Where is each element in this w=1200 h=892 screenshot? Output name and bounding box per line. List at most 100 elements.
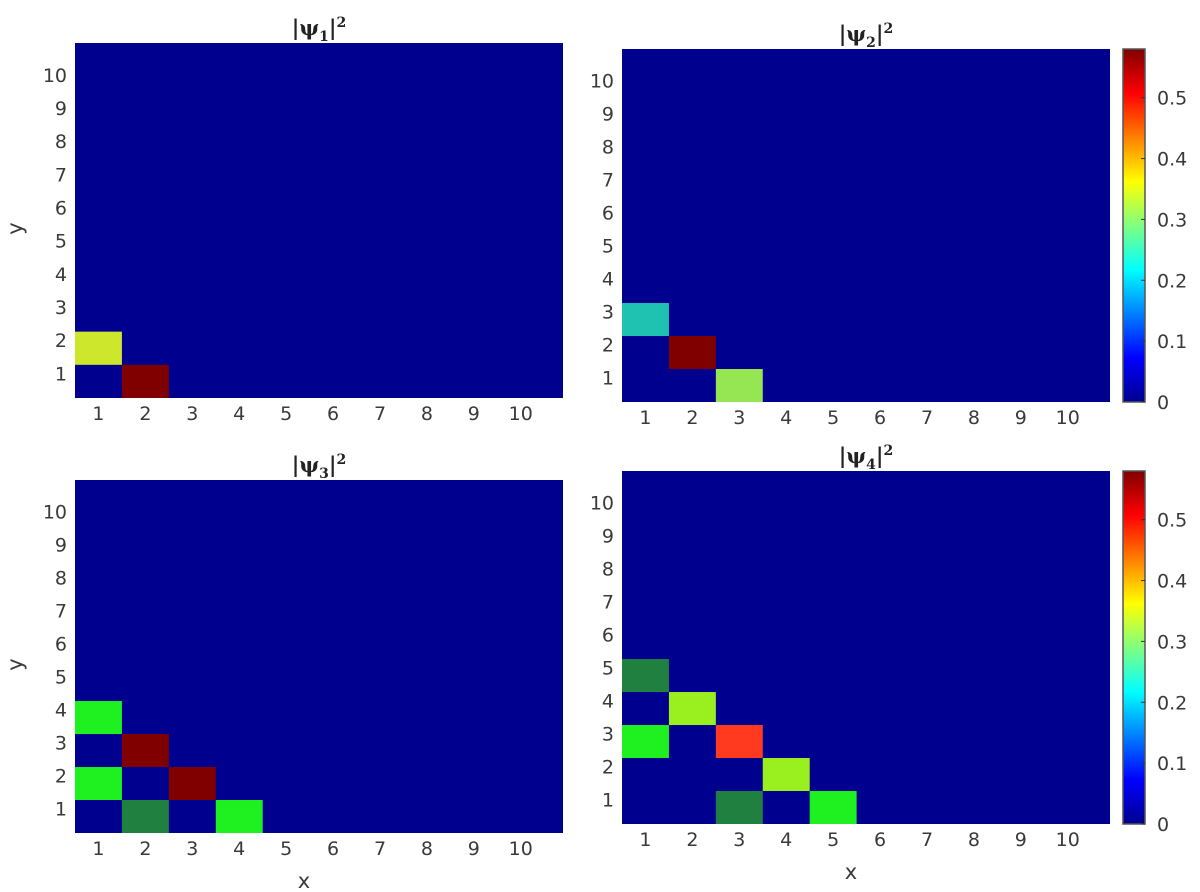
colorbar-tick-label: 0.1 [1157,753,1187,775]
colorbar-gradient [1122,470,1146,825]
x-tick-label: 7 [374,838,386,860]
x-tick-label: 2 [139,403,151,425]
panel-title: |ψ2|2 [839,21,894,51]
y-tick-label: 8 [55,131,67,153]
y-tick-label: 7 [602,170,614,192]
colorbar-tick-label: 0.2 [1157,270,1187,292]
x-tick-label: 1 [92,838,104,860]
x-axis-label: x [845,860,857,884]
colorbar-tick-label: 0.5 [1157,510,1187,532]
y-tick-label: 9 [55,535,67,557]
y-axis-label: y [3,658,27,670]
y-tick-label: 4 [55,700,67,722]
x-axis-label: x [298,869,310,892]
x-tick-label: 9 [468,403,480,425]
y-tick-label: 1 [55,363,67,385]
y-tick-label: 5 [55,667,67,689]
y-tick-label: 8 [602,137,614,159]
x-tick-label: 5 [280,838,292,860]
heatmap-cell [121,734,169,768]
heatmap-cell [75,701,122,735]
y-tick-label: 1 [602,368,614,390]
x-tick-label: 10 [1056,829,1080,851]
y-tick-label: 1 [55,799,67,821]
y-tick-label: 5 [55,231,67,253]
colorbar-gradient [1122,48,1146,403]
x-tick-label: 10 [509,838,533,860]
heatmap-cell [668,336,716,370]
heatmap-cell [215,800,263,833]
heatmap-cell [121,364,169,398]
heatmap-cell [715,725,763,759]
x-tick-label: 4 [780,407,792,429]
y-tick-label: 5 [602,236,614,258]
heatmap-cell [622,659,669,693]
heatmap-cell [668,692,716,726]
x-tick-label: 7 [921,407,933,429]
heatmap-cell [121,800,169,833]
y-tick-label: 10 [590,493,614,515]
y-axis-label: y [3,222,27,234]
x-tick-label: 8 [421,838,433,860]
heatmap-cell [622,303,669,337]
heatmap-background [75,480,563,833]
y-tick-label: 9 [602,104,614,126]
colorbar-tick-label: 0.4 [1157,149,1187,171]
y-tick-label: 2 [602,335,614,357]
x-tick-label: 3 [186,403,198,425]
colorbar-tick-label: 0.3 [1157,209,1187,231]
heatmap-cell [715,369,763,402]
colorbar-tick-label: 0 [1157,392,1169,414]
x-tick-label: 3 [186,838,198,860]
x-tick-label: 2 [139,838,151,860]
y-tick-label: 10 [43,65,67,87]
colorbar-tick-label: 0.2 [1157,692,1187,714]
x-tick-label: 5 [280,403,292,425]
x-tick-label: 5 [827,407,839,429]
y-tick-label: 9 [55,98,67,120]
x-tick-label: 4 [233,838,245,860]
panel-title: |ψ1|2 [292,15,347,45]
y-tick-label: 10 [43,502,67,524]
colorbar-tick-label: 0.5 [1157,88,1187,110]
y-tick-label: 9 [602,526,614,548]
heatmap-cell [809,791,857,824]
y-tick-label: 4 [602,691,614,713]
y-tick-label: 6 [55,198,67,220]
x-tick-label: 4 [233,403,245,425]
heatmap-panel-4: 1 2 3 4 5 6 7 8 9 10 1 2 3 4 5 6 7 8 9 10 |ψ4|2 x [590,443,1110,884]
y-tick-label: 2 [55,766,67,788]
x-tick-label: 8 [968,407,980,429]
y-tick-label: 8 [602,559,614,581]
colorbar-tick-label: 0 [1157,814,1169,836]
y-tick-label: 1 [602,790,614,812]
x-tick-label: 9 [1015,407,1027,429]
x-tick-label: 9 [1015,829,1027,851]
y-tick-label: 4 [55,264,67,286]
x-tick-label: 5 [827,829,839,851]
x-tick-label: 4 [780,829,792,851]
heatmap-background [75,43,563,398]
y-tick-label: 3 [602,724,614,746]
heatmap-background [622,471,1110,824]
y-tick-label: 8 [55,568,67,590]
heatmap-cell [622,725,669,759]
x-tick-label: 7 [921,829,933,851]
x-tick-label: 2 [686,829,698,851]
x-tick-label: 1 [639,829,651,851]
y-tick-label: 2 [55,330,67,352]
heatmap-panel-3: 1 2 3 4 5 6 7 8 9 10 1 2 3 4 5 6 7 8 9 10 |ψ3|2 y x [3,452,563,892]
panel-title: |ψ3|2 [292,452,347,482]
heatmap-cell [762,758,810,792]
panel-title: |ψ4|2 [839,443,894,473]
colorbar-tick-label: 0.4 [1157,571,1187,593]
x-tick-label: 6 [874,407,886,429]
y-tick-label: 3 [602,302,614,324]
y-tick-label: 2 [602,757,614,779]
x-tick-label: 3 [733,829,745,851]
x-tick-label: 9 [468,838,480,860]
x-tick-label: 6 [874,829,886,851]
y-tick-label: 7 [55,164,67,186]
heatmap-cell [168,767,216,801]
